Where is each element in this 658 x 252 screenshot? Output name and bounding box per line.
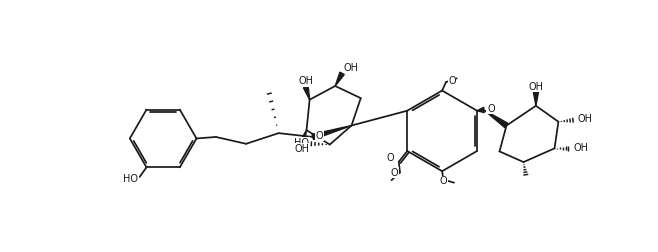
Text: OH: OH bbox=[528, 82, 544, 91]
Polygon shape bbox=[484, 110, 508, 128]
Text: OH: OH bbox=[294, 143, 309, 153]
Text: O: O bbox=[440, 176, 447, 186]
Text: O: O bbox=[391, 168, 399, 178]
Polygon shape bbox=[312, 125, 351, 140]
Text: OH: OH bbox=[298, 76, 313, 86]
Text: OH: OH bbox=[573, 143, 588, 153]
Text: OH: OH bbox=[343, 62, 359, 73]
Text: O: O bbox=[448, 76, 456, 86]
Polygon shape bbox=[335, 72, 344, 86]
Text: HO: HO bbox=[294, 138, 309, 148]
Polygon shape bbox=[303, 86, 310, 100]
Text: O: O bbox=[487, 104, 495, 114]
Text: O: O bbox=[386, 153, 394, 163]
Polygon shape bbox=[477, 107, 484, 113]
Text: HO: HO bbox=[123, 174, 138, 184]
Polygon shape bbox=[299, 130, 307, 144]
Polygon shape bbox=[534, 92, 538, 106]
Text: O: O bbox=[315, 131, 323, 141]
Text: OH: OH bbox=[578, 114, 593, 124]
